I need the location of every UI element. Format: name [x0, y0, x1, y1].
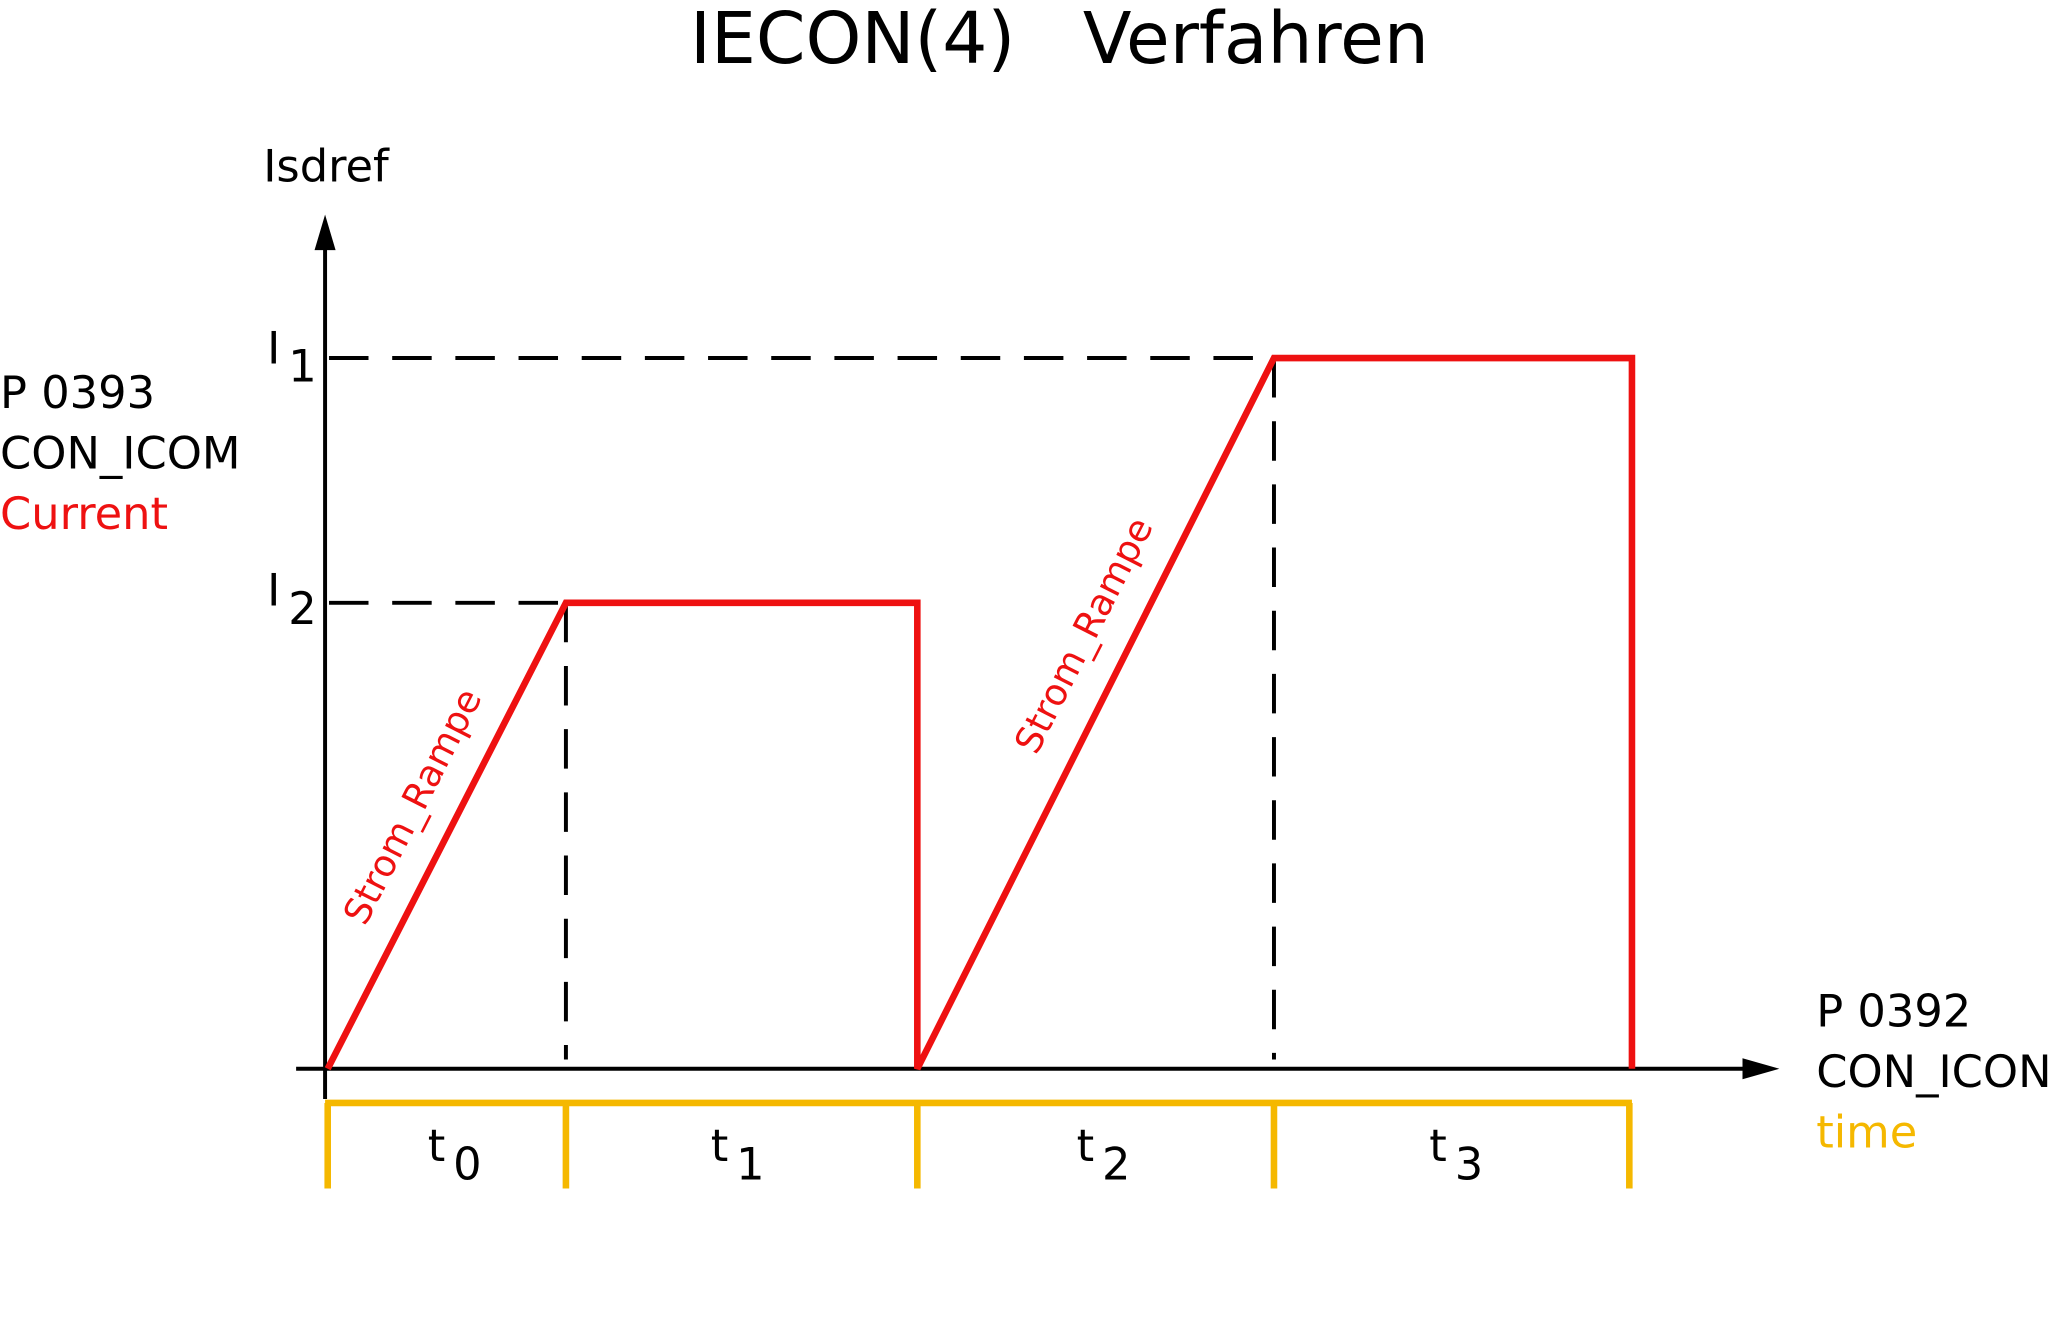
interval-symbol: t	[711, 1119, 729, 1172]
interval-symbol: t	[428, 1119, 446, 1172]
interval-index: 1	[736, 1137, 764, 1190]
y-quantity: Current	[0, 487, 168, 540]
x-arrow	[1742, 1058, 1780, 1080]
level-index: 1	[288, 340, 316, 393]
title: IECON(4) Verfahren	[690, 0, 1429, 80]
interval-symbol: t	[1077, 1119, 1095, 1172]
x-name: CON_ICON	[1816, 1045, 2051, 1098]
x-parameter: P 0392	[1816, 985, 1971, 1038]
level-index: 2	[288, 582, 316, 635]
ramp-label: Strom_Rampe	[335, 682, 491, 932]
level-symbol: I	[267, 563, 280, 616]
interval-index: 3	[1455, 1137, 1483, 1190]
x-quantity: time	[1816, 1106, 1917, 1159]
level-symbol: I	[267, 321, 280, 374]
interval-index: 2	[1102, 1137, 1130, 1190]
y-axis-label: Isdref	[263, 140, 390, 193]
interval-symbol: t	[1429, 1119, 1447, 1172]
y-arrow	[314, 214, 336, 251]
interval-index: 0	[453, 1137, 481, 1190]
guides	[329, 356, 1276, 1060]
time-bar	[324, 1099, 1633, 1189]
current-profile	[324, 354, 1636, 1071]
y-parameter: P 0393	[0, 366, 155, 419]
y-name: CON_ICOM	[0, 427, 241, 480]
